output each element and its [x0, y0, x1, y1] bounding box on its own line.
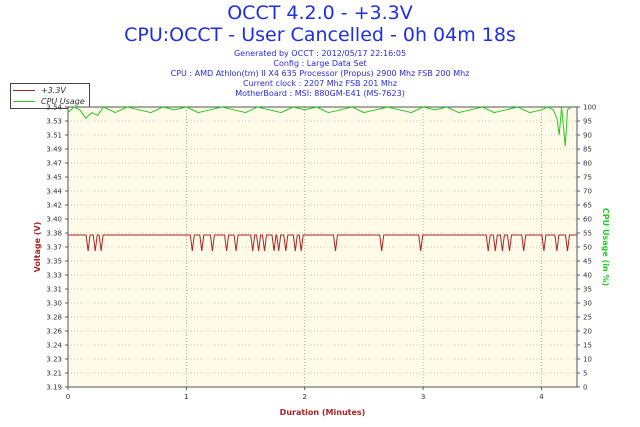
info-clock: Current clock : 2207 Mhz FSB 201 Mhz — [242, 79, 398, 88]
y-right-tick-label: 45 — [583, 258, 592, 266]
y-right-tick-label: 30 — [583, 300, 592, 308]
x-axis-label: Duration (Minutes) — [280, 408, 366, 417]
y-tick-label: 3.53 — [46, 118, 62, 126]
x-tick-label: 2 — [303, 393, 307, 401]
x-tick-label: 4 — [539, 393, 544, 401]
y-tick-label: 3.54 — [46, 104, 62, 112]
info-config: Config : Large Data Set — [273, 59, 367, 68]
y-tick-label: 3.44 — [46, 188, 62, 196]
y-right-tick-label: 20 — [583, 328, 592, 336]
y-tick-label: 3.33 — [46, 272, 62, 280]
legend-swatch-cpu — [13, 101, 35, 102]
y-right-tick-label: 55 — [583, 230, 592, 238]
info-motherboard: MotherBoard : MSI: 880GM-E41 (MS-7623) — [235, 89, 405, 98]
y-tick-label: 3.21 — [46, 370, 62, 378]
y-tick-label: 3.42 — [46, 202, 62, 210]
legend-label-voltage: +3.3V — [41, 86, 66, 95]
y-right-tick-label: 90 — [583, 132, 592, 140]
info-generated: Generated by OCCT : 2012/05/17 22:16:05 — [233, 49, 407, 58]
y-tick-label: 3.31 — [46, 286, 62, 294]
y-right-tick-label: 65 — [583, 202, 592, 210]
chart-subtitle: CPU:OCCT - User Cancelled - 0h 04m 18s — [124, 24, 516, 46]
y-right-tick-label: 0 — [583, 384, 587, 392]
legend-item-voltage: +3.3V — [13, 85, 87, 96]
x-tick-label: 3 — [421, 393, 425, 401]
y-right-tick-label: 70 — [583, 188, 592, 196]
info-cpu: CPU : AMD Athlon(tm) II X4 635 Processor… — [170, 69, 470, 78]
y-right-tick-label: 50 — [583, 244, 592, 252]
x-tick-label: 0 — [66, 393, 70, 401]
y-right-tick-label: 15 — [583, 342, 592, 350]
y-tick-label: 3.24 — [46, 342, 62, 350]
y-right-tick-label: 95 — [583, 118, 592, 126]
y-right-tick-label: 85 — [583, 146, 592, 154]
legend: +3.3V CPU Usage — [10, 83, 90, 109]
y-tick-label: 3.45 — [46, 174, 62, 182]
y-right-axis-label: CPU Usage (in %) — [601, 208, 610, 286]
y-tick-label: 3.51 — [46, 132, 62, 140]
y-right-tick-label: 40 — [583, 272, 592, 280]
y-tick-label: 3.49 — [46, 146, 62, 154]
y-tick-label: 3.28 — [46, 314, 62, 322]
y-tick-label: 3.19 — [46, 384, 62, 392]
y-right-tick-label: 100 — [583, 104, 596, 112]
y-right-tick-label: 25 — [583, 314, 592, 322]
y-tick-label: 3.23 — [46, 356, 62, 364]
y-right-tick-label: 75 — [583, 174, 592, 182]
y-right-tick-label: 60 — [583, 216, 592, 224]
legend-label-cpu: CPU Usage — [41, 97, 85, 106]
y-right-tick-label: 35 — [583, 286, 592, 294]
y-tick-label: 3.47 — [46, 160, 62, 168]
y-tick-label: 3.40 — [46, 216, 62, 224]
y-tick-label: 3.30 — [46, 300, 62, 308]
series-voltage-line — [68, 234, 577, 252]
legend-item-cpu: CPU Usage — [13, 96, 87, 107]
y-right-tick-label: 10 — [583, 356, 592, 364]
y-right-tick-label: 80 — [583, 160, 592, 168]
chart-title: OCCT 4.2.0 - +3.3V — [227, 2, 413, 24]
y-tick-label: 3.26 — [46, 328, 62, 336]
y-tick-label: 3.37 — [46, 244, 62, 252]
plot-frame — [67, 106, 578, 388]
legend-swatch-voltage — [13, 90, 35, 91]
y-tick-label: 3.38 — [46, 230, 62, 238]
x-tick-label: 1 — [184, 393, 188, 401]
y-tick-label: 3.35 — [46, 258, 62, 266]
y-axis-label: Voltage (V) — [33, 222, 42, 273]
series-cpu-usage-line — [67, 106, 572, 147]
y-right-tick-label: 5 — [583, 370, 587, 378]
